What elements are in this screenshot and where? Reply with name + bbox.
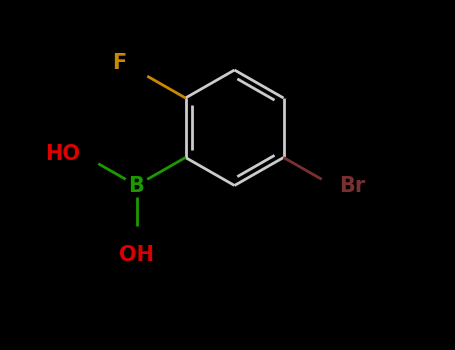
Text: F: F (112, 53, 126, 73)
Text: HO: HO (46, 144, 81, 164)
Text: Br: Br (339, 175, 366, 196)
Text: B: B (129, 175, 144, 196)
Text: OH: OH (119, 245, 154, 265)
